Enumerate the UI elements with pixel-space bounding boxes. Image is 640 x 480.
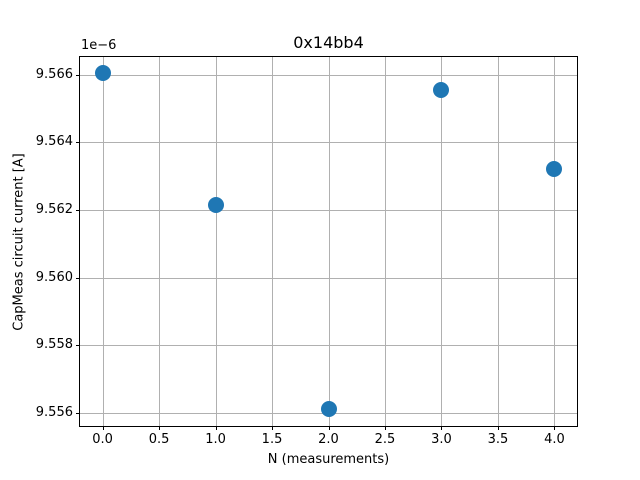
grid-line-vertical xyxy=(215,57,217,426)
data-point xyxy=(94,64,111,81)
y-axis-offset-label: 1e−6 xyxy=(81,38,117,53)
grid-line-vertical xyxy=(497,57,499,426)
x-tick-mark xyxy=(441,426,443,430)
grid-line-horizontal xyxy=(80,142,577,144)
x-tick-mark xyxy=(102,426,104,430)
x-tick-label: 0.5 xyxy=(148,432,170,447)
y-tick-label: 9.566 xyxy=(35,66,73,82)
y-tick-label: 9.564 xyxy=(35,134,73,150)
grid-line-horizontal xyxy=(80,345,577,347)
x-tick-label: 3.5 xyxy=(487,432,509,447)
x-axis-label: N (measurements) xyxy=(267,452,390,467)
y-tick-mark xyxy=(76,142,80,144)
data-point xyxy=(320,401,337,418)
grid-line-horizontal xyxy=(80,209,577,211)
data-point xyxy=(207,196,224,213)
chart-title: 0x14bb4 xyxy=(293,33,364,52)
grid-line-vertical xyxy=(441,57,443,426)
grid-line-vertical xyxy=(102,57,104,426)
x-tick-mark xyxy=(272,426,274,430)
y-tick-label: 9.562 xyxy=(35,201,73,217)
y-tick-mark xyxy=(76,412,80,414)
x-tick-mark xyxy=(328,426,330,430)
x-tick-label: 2.0 xyxy=(318,432,339,447)
x-tick-label: 2.5 xyxy=(374,432,396,447)
x-tick-label: 3.0 xyxy=(431,432,452,447)
x-tick-mark xyxy=(554,426,556,430)
grid-line-horizontal xyxy=(80,277,577,279)
grid-line-horizontal xyxy=(80,74,577,76)
x-tick-mark xyxy=(384,426,386,430)
x-tick-mark xyxy=(497,426,499,430)
y-tick-mark xyxy=(76,209,80,211)
plot-area xyxy=(79,56,578,427)
y-tick-mark xyxy=(76,74,80,76)
x-tick-mark xyxy=(159,426,161,430)
grid-line-vertical xyxy=(159,57,161,426)
y-tick-label: 9.556 xyxy=(35,404,73,420)
x-tick-label: 1.0 xyxy=(205,432,226,447)
data-point xyxy=(433,81,450,98)
y-tick-mark xyxy=(76,277,80,279)
data-point xyxy=(546,161,563,178)
grid-line-vertical xyxy=(554,57,556,426)
x-tick-label: 1.5 xyxy=(261,432,283,447)
y-tick-label: 9.558 xyxy=(35,337,73,353)
y-tick-mark xyxy=(76,345,80,347)
x-tick-mark xyxy=(215,426,217,430)
y-axis-label: CapMeas circuit current [A] xyxy=(11,153,27,331)
y-tick-label: 9.560 xyxy=(35,269,73,285)
grid-line-vertical xyxy=(272,57,274,426)
x-tick-label: 0.0 xyxy=(92,432,113,447)
grid-line-vertical xyxy=(384,57,386,426)
grid-line-vertical xyxy=(328,57,330,426)
x-tick-label: 4.0 xyxy=(544,432,565,447)
